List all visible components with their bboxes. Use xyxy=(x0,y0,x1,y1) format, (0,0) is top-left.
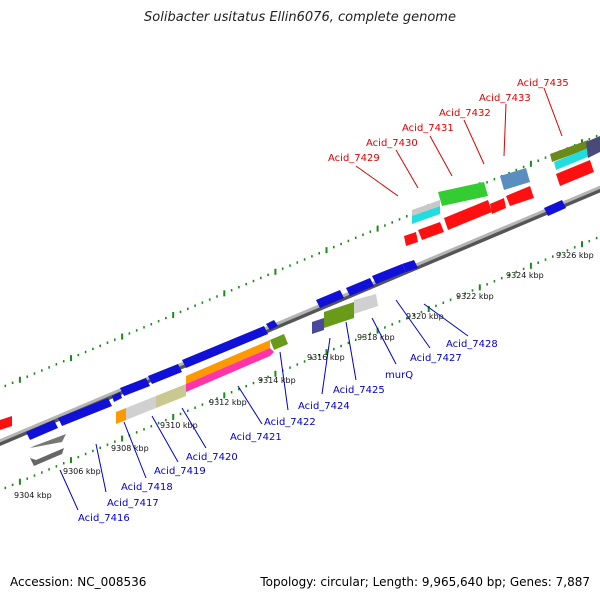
gene-arrow xyxy=(126,396,156,420)
gene-arrow xyxy=(404,232,418,246)
gene-arrow xyxy=(554,148,590,170)
gene-arrow xyxy=(412,200,440,216)
tick-label: 9304 kbp xyxy=(14,491,52,500)
gene-arrow xyxy=(0,416,12,430)
reverse-gene-labels: Acid_7416 Acid_7417 Acid_7418 Acid_7419 … xyxy=(78,339,498,524)
gene-label: murQ xyxy=(385,370,413,381)
gene-arrow xyxy=(324,302,354,328)
gene-label: Acid_7422 xyxy=(264,417,316,428)
gene-label: Acid_7428 xyxy=(446,339,498,350)
gene-arrow xyxy=(412,206,440,224)
gene-arrow xyxy=(438,182,488,206)
tick-label: 9308 kbp xyxy=(111,444,149,453)
leader-line xyxy=(151,415,179,463)
tick-label: 9312 kbp xyxy=(209,398,247,407)
gene-arrow xyxy=(270,334,288,350)
gene-arrow xyxy=(418,222,444,240)
leader-line xyxy=(429,135,453,177)
gene-label: Acid_7427 xyxy=(410,353,462,364)
genome-backbone xyxy=(0,185,600,447)
gene-arrow xyxy=(490,198,506,214)
gene-arrow xyxy=(316,290,344,308)
gene-label: Acid_7425 xyxy=(333,385,385,396)
gene-arrow xyxy=(186,340,270,384)
gene-arrow xyxy=(500,168,530,190)
gene-label: Acid_7433 xyxy=(479,93,531,104)
gene-arrow xyxy=(354,294,378,314)
gene-arrow xyxy=(346,278,374,296)
blue-genes xyxy=(26,200,566,440)
leader-line xyxy=(543,87,563,137)
tick-label: 9318 kbp xyxy=(357,333,395,342)
leader-line xyxy=(503,103,507,157)
upper-tick-track xyxy=(4,134,598,388)
gene-label: Acid_7420 xyxy=(186,452,238,463)
leader-line xyxy=(181,407,207,449)
gene-arrow xyxy=(556,160,594,186)
tick-labels: 9304 kbp 9306 kbp 9308 kbp 9310 kbp 9312… xyxy=(14,251,594,500)
gene-label: Acid_7430 xyxy=(366,138,418,149)
gene-label: Acid_7429 xyxy=(328,153,380,164)
gene-arrow xyxy=(58,398,112,426)
gene-label: Acid_7417 xyxy=(107,498,159,509)
gene-arrow xyxy=(116,408,126,424)
gene-label: Acid_7432 xyxy=(439,108,491,119)
leader-line xyxy=(321,337,331,395)
tick-label: 9320 kbp xyxy=(406,312,444,321)
gene-arrow xyxy=(186,348,274,392)
leader-line xyxy=(423,303,469,337)
gene-arrow xyxy=(266,320,278,330)
leader-line xyxy=(279,351,289,411)
forward-gene-labels: Acid_7429 Acid_7430 Acid_7431 Acid_7432 … xyxy=(328,78,569,164)
gene-label: Acid_7435 xyxy=(517,78,569,89)
reverse-strand-genes xyxy=(30,294,378,466)
leader-line xyxy=(95,443,107,493)
reverse-leaders xyxy=(59,299,469,511)
tick-label: 9310 kbp xyxy=(160,421,198,430)
gene-arrow xyxy=(586,136,600,158)
gene-arrow xyxy=(402,260,418,272)
gene-label: Acid_7418 xyxy=(121,482,173,493)
leader-line xyxy=(371,317,397,365)
tick-label: 9322 kbp xyxy=(456,292,494,301)
map-title: Solibacter usitatus Ellin6076, complete … xyxy=(144,10,456,25)
tick-label: 9326 kbp xyxy=(556,251,594,260)
leader-line xyxy=(59,469,79,511)
gene-arrow xyxy=(444,200,492,230)
gene-arrow xyxy=(544,200,566,216)
gene-arrow xyxy=(156,384,186,408)
gene-arrow xyxy=(30,448,64,466)
leader-line xyxy=(395,299,431,349)
gene-label: Acid_7419 xyxy=(154,466,206,477)
gene-arrow xyxy=(26,420,58,440)
leader-line xyxy=(345,321,357,381)
accession-label: Accession: NC_008536 xyxy=(10,575,147,589)
gene-arrow xyxy=(506,186,534,206)
forward-leaders xyxy=(355,87,563,197)
gene-label: Acid_7421 xyxy=(230,432,282,443)
leader-line xyxy=(355,165,399,197)
gene-arrow xyxy=(112,392,122,402)
tick-label: 9324 kbp xyxy=(506,271,544,280)
gene-arrow xyxy=(148,364,182,384)
forward-strand-genes xyxy=(0,136,600,430)
gene-label: Acid_7424 xyxy=(298,401,350,412)
gene-arrow xyxy=(182,326,268,368)
gene-arrow xyxy=(120,378,150,396)
leader-line xyxy=(463,119,485,165)
leader-line xyxy=(123,421,147,479)
tick-label: 9306 kbp xyxy=(63,467,101,476)
gene-label: Acid_7416 xyxy=(78,513,130,524)
leader-line xyxy=(395,149,419,189)
gene-arrow xyxy=(312,318,324,334)
gene-arrow xyxy=(550,140,590,162)
tick-label: 9314 kbp xyxy=(258,376,296,385)
gene-arrow xyxy=(30,434,66,448)
genome-summary: Topology: circular; Length: 9,965,640 bp… xyxy=(260,575,590,589)
gene-arrow xyxy=(372,264,406,284)
tick-label: 9316 kbp xyxy=(307,353,345,362)
gene-label: Acid_7431 xyxy=(402,123,454,134)
leader-line xyxy=(237,385,263,425)
